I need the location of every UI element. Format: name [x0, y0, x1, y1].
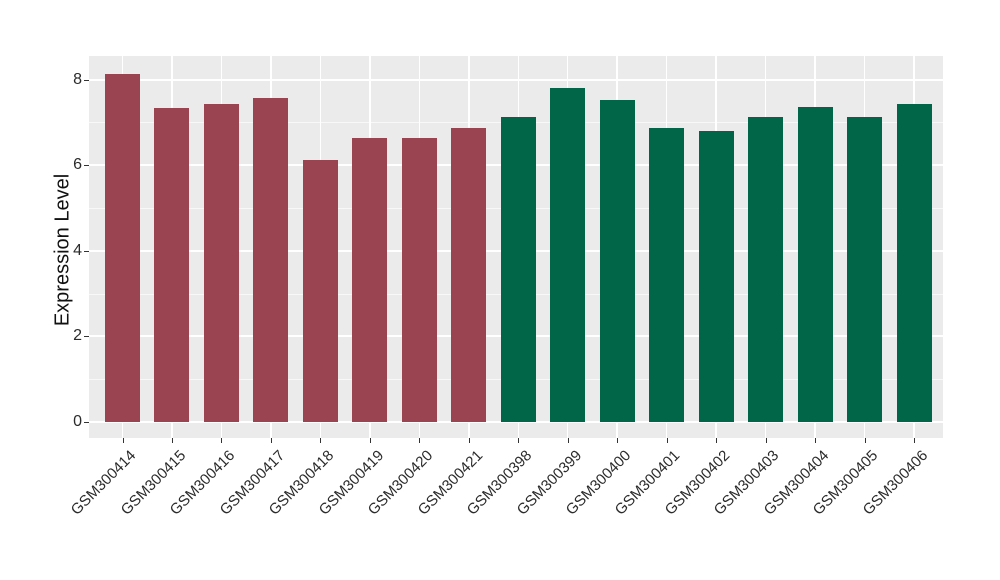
y-tick-mark-2: [84, 336, 89, 338]
bar-GSM300403: [748, 117, 784, 422]
x-tick-mark-GSM300399: [567, 438, 569, 443]
x-tick-mark-GSM300415: [171, 438, 173, 443]
bar-GSM300416: [203, 103, 239, 422]
y-tick-label-2: 2: [73, 327, 82, 345]
x-tick-mark-GSM300416: [221, 438, 223, 443]
y-tick-label-8: 8: [73, 70, 82, 88]
y-tick-mark-6: [84, 165, 89, 167]
x-tick-mark-GSM300420: [419, 438, 421, 443]
y-tick-mark-8: [84, 79, 89, 81]
bar-GSM300421: [451, 127, 487, 422]
gridline-major-y8: [89, 78, 943, 81]
x-tick-mark-GSM300402: [716, 438, 718, 443]
x-tick-mark-GSM300414: [122, 438, 124, 443]
bar-GSM300402: [698, 131, 734, 422]
x-tick-mark-GSM300421: [468, 438, 470, 443]
y-tick-label-4: 4: [73, 241, 82, 259]
bar-GSM300419: [352, 137, 388, 422]
x-tick-mark-GSM300405: [864, 438, 866, 443]
bar-GSM300420: [401, 138, 437, 422]
bar-GSM300405: [847, 117, 883, 422]
bar-GSM300415: [154, 107, 190, 422]
x-tick-mark-GSM300404: [815, 438, 817, 443]
bar-GSM300418: [302, 160, 338, 422]
y-tick-label-0: 0: [73, 413, 82, 430]
x-tick-mark-GSM300400: [617, 438, 619, 443]
bar-GSM300401: [649, 127, 685, 422]
x-tick-mark-GSM300419: [369, 438, 371, 443]
bar-GSM300399: [550, 88, 586, 422]
plot-panel: [89, 56, 943, 438]
bar-GSM300404: [797, 106, 833, 422]
bar-GSM300398: [500, 117, 536, 422]
bar-GSM300414: [105, 74, 140, 422]
y-tick-label-6: 6: [73, 156, 82, 174]
y-tick-mark-0: [84, 422, 89, 423]
x-tick-mark-GSM300417: [270, 438, 272, 443]
bar-GSM300417: [253, 98, 289, 422]
x-tick-mark-GSM300406: [914, 438, 916, 443]
x-tick-mark-GSM300398: [518, 438, 520, 443]
bar-GSM300406: [896, 103, 932, 422]
gridline-major-y0: [89, 421, 943, 423]
y-tick-mark-4: [84, 250, 89, 252]
bar-GSM300400: [599, 100, 635, 422]
x-tick-mark-GSM300403: [765, 438, 767, 443]
x-tick-mark-GSM300418: [320, 438, 322, 443]
x-tick-mark-GSM300401: [666, 438, 668, 443]
